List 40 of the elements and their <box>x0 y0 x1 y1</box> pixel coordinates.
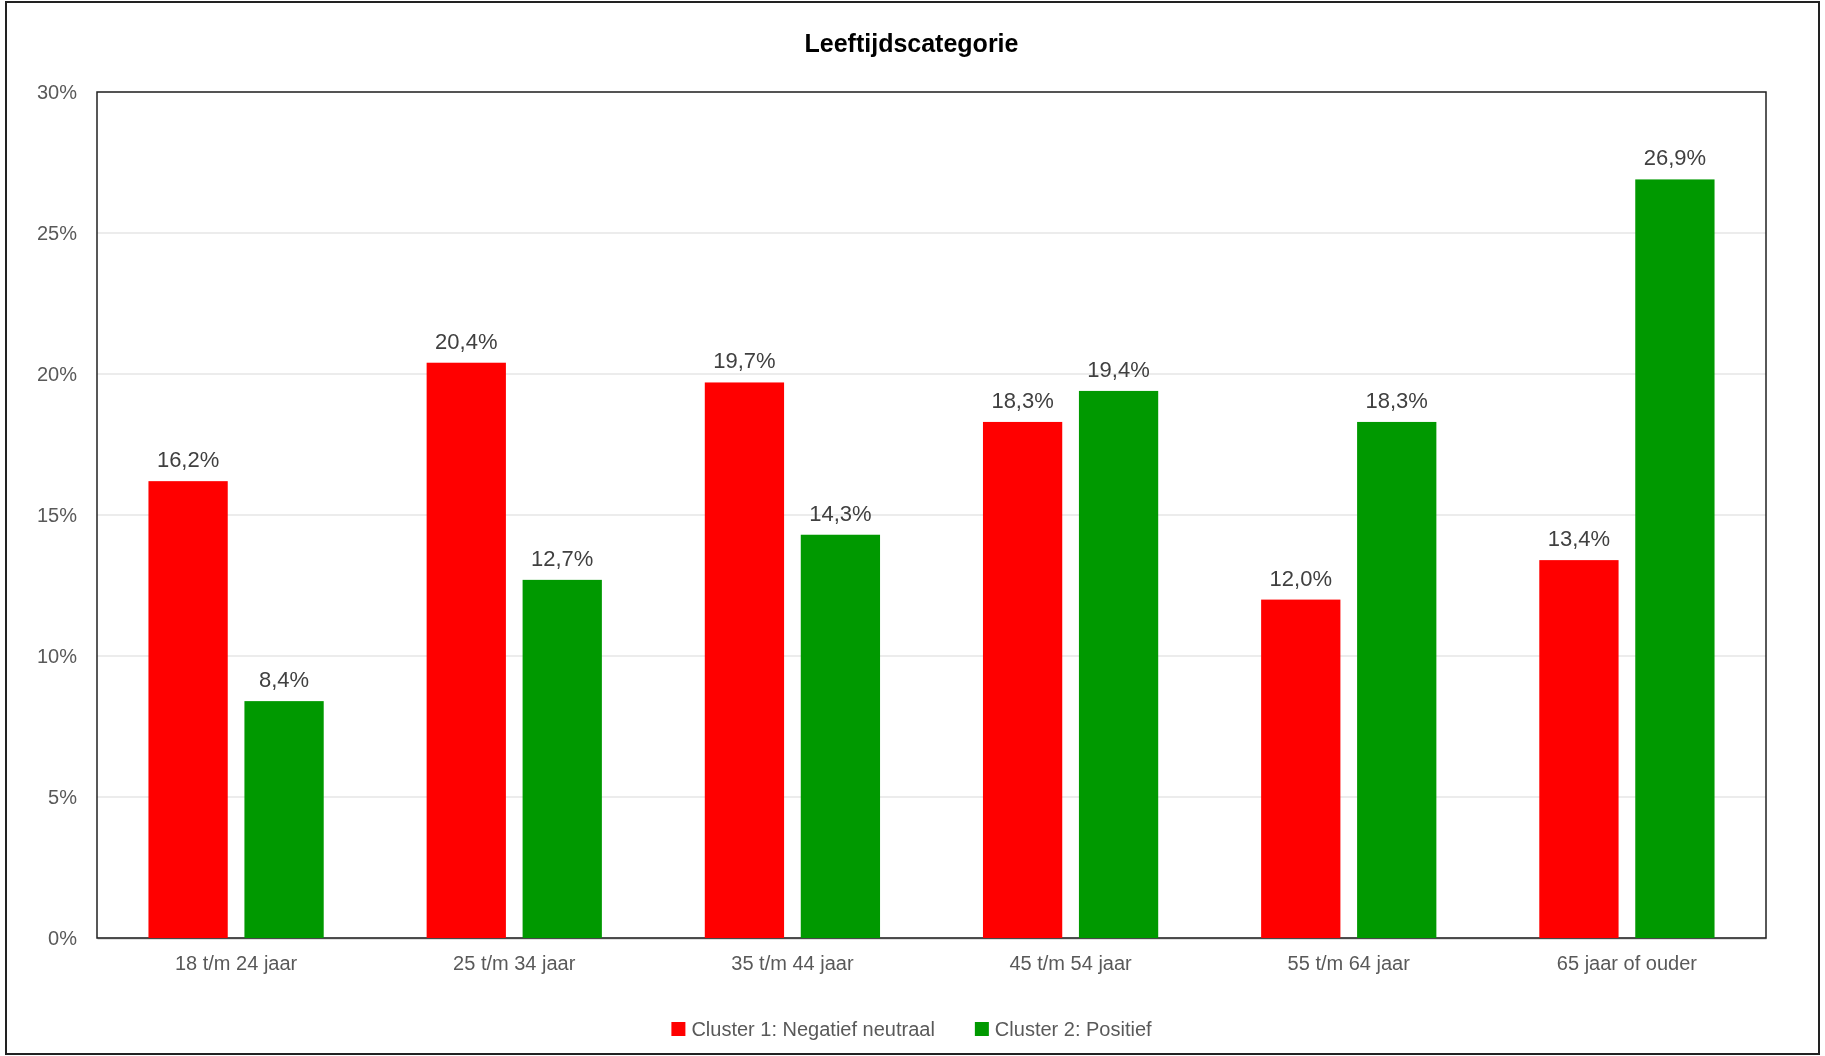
data-label: 18,3% <box>1365 387 1428 413</box>
chart-title: Leeftijdscategorie <box>804 29 1019 57</box>
data-label: 14,3% <box>809 500 872 526</box>
bar <box>1635 179 1715 938</box>
data-label: 18,3% <box>991 387 1054 413</box>
bar <box>1078 390 1159 938</box>
bar <box>244 701 324 938</box>
y-tick-label: 5% <box>48 785 78 808</box>
data-label: 12,0% <box>1269 565 1332 591</box>
x-tick-label: 35 t/m 44 jaar <box>731 952 854 975</box>
bar <box>148 481 228 938</box>
legend-label: Cluster 1: Negatief neutraal <box>691 1018 935 1040</box>
bar <box>704 382 785 938</box>
x-tick-label: 65 jaar of ouder <box>1556 952 1698 975</box>
y-tick-label: 20% <box>36 362 78 385</box>
data-label: 19,4% <box>1087 356 1150 382</box>
y-tick-label: 10% <box>36 644 78 667</box>
x-tick-label: 45 t/m 54 jaar <box>1009 952 1133 975</box>
x-tick-label: 25 t/m 34 jaar <box>453 952 576 975</box>
data-label: 16,2% <box>156 447 220 473</box>
legend-label: Cluster 2: Positief <box>994 1018 1153 1040</box>
bar <box>1357 421 1437 938</box>
x-tick-label: 18 t/m 24 jaar <box>174 952 298 975</box>
bar <box>1261 599 1341 938</box>
data-label: 13,4% <box>1547 526 1611 552</box>
y-tick-label: 0% <box>48 926 78 949</box>
y-tick-label: 30% <box>36 80 78 103</box>
y-tick-label: 25% <box>36 221 78 244</box>
bar <box>426 362 506 938</box>
data-label: 8,4% <box>258 667 310 693</box>
data-label: 19,7% <box>713 348 776 374</box>
data-label: 12,7% <box>531 545 594 571</box>
bar <box>800 534 881 938</box>
y-tick-label: 15% <box>36 503 78 526</box>
bar <box>522 579 602 938</box>
data-label: 20,4% <box>435 328 498 354</box>
data-label: 26,9% <box>1643 145 1707 171</box>
x-tick-label: 55 t/m 64 jaar <box>1287 952 1411 975</box>
bar <box>982 421 1063 938</box>
bar <box>1539 560 1619 938</box>
